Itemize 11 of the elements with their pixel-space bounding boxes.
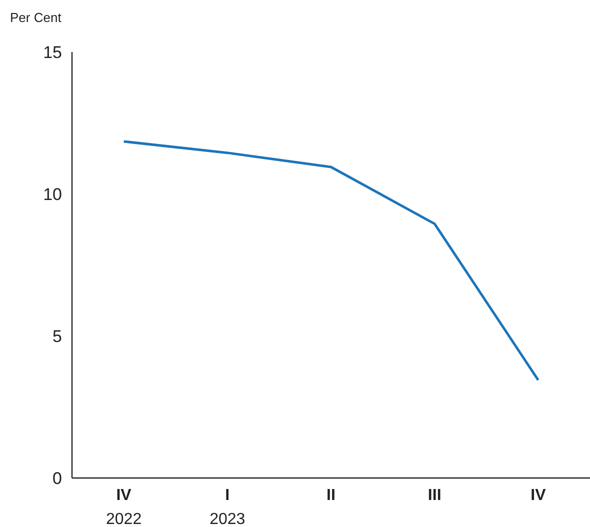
y-tick-label: 5: [52, 326, 62, 346]
x-tick-label: IV 2022: [106, 487, 142, 527]
y-tick-label: 10: [43, 184, 62, 204]
y-axis-title: Per Cent: [10, 10, 62, 25]
y-tick-label: 15: [43, 42, 62, 62]
x-tick-label: III: [428, 487, 442, 504]
y-tick-label: 0: [52, 468, 62, 488]
x-tick-label: II: [326, 487, 336, 504]
line-series: [122, 140, 540, 382]
x-tick-label: I 2023: [210, 487, 246, 527]
x-tick-label: IV: [530, 487, 546, 504]
